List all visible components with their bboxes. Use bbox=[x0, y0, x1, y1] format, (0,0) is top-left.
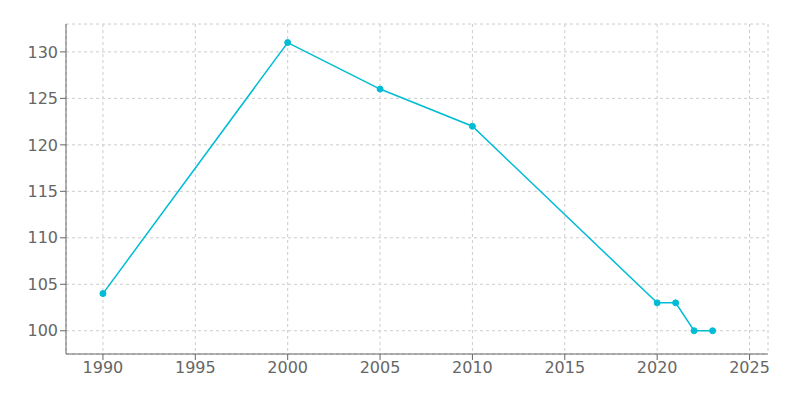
svg-text:1995: 1995 bbox=[175, 358, 216, 377]
svg-text:115: 115 bbox=[27, 182, 58, 201]
svg-text:2000: 2000 bbox=[267, 358, 308, 377]
svg-text:110: 110 bbox=[27, 228, 58, 247]
svg-text:100: 100 bbox=[27, 321, 58, 340]
svg-text:130: 130 bbox=[27, 43, 58, 62]
svg-text:2025: 2025 bbox=[729, 358, 770, 377]
svg-text:2010: 2010 bbox=[452, 358, 493, 377]
svg-text:1990: 1990 bbox=[83, 358, 124, 377]
svg-text:120: 120 bbox=[27, 136, 58, 155]
svg-text:105: 105 bbox=[27, 275, 58, 294]
svg-text:125: 125 bbox=[27, 89, 58, 108]
svg-text:2015: 2015 bbox=[544, 358, 585, 377]
svg-text:2005: 2005 bbox=[360, 358, 401, 377]
svg-text:2020: 2020 bbox=[637, 358, 678, 377]
